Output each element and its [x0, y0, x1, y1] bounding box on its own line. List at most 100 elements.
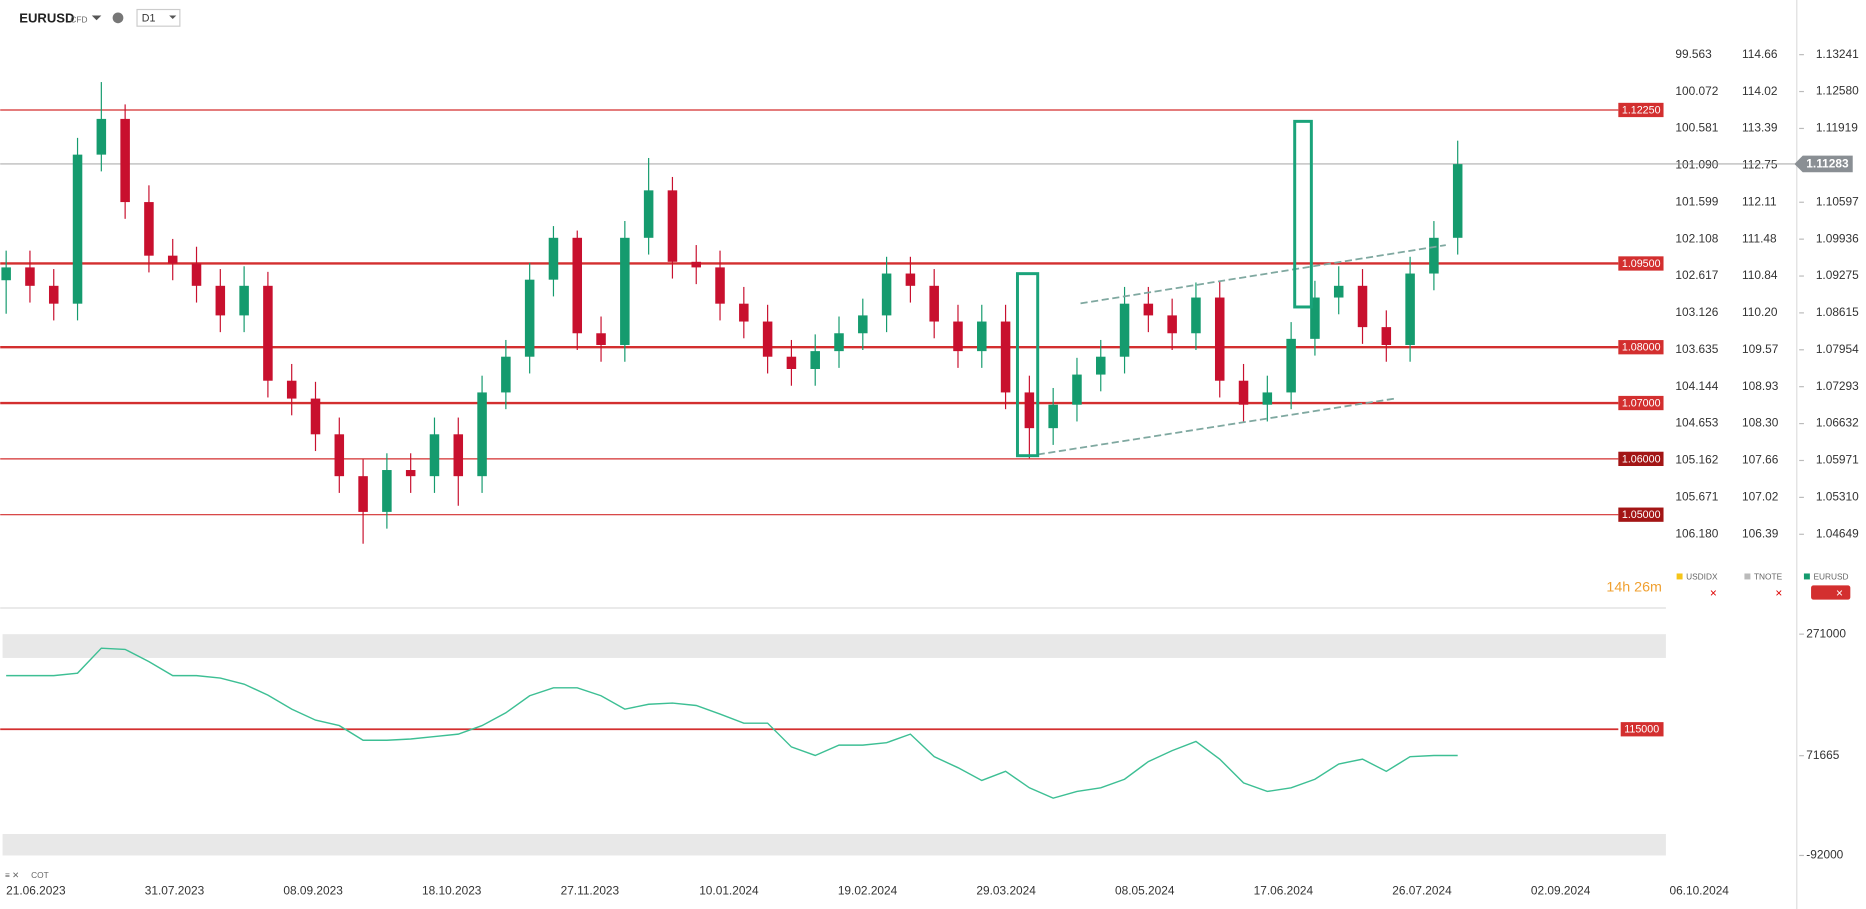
level-label: 1.06000: [1622, 453, 1661, 465]
candle-body: [786, 356, 797, 369]
level-tag: [1618, 507, 1664, 522]
usdidx-tick-label: 104.653: [1675, 416, 1718, 430]
range-box: [1015, 272, 1040, 458]
tnote-tick-label: 110.20: [1742, 305, 1778, 319]
x-tick-label: 17.06.2024: [1254, 883, 1314, 897]
usdidx-tick-label: 101.599: [1675, 194, 1718, 208]
level-label: 1.09500: [1622, 258, 1661, 270]
tnote-tick-label: 108.30: [1742, 416, 1779, 430]
y-tick-label: 1.11919: [1816, 121, 1858, 135]
candle-body: [1096, 356, 1106, 375]
interval-select[interactable]: [136, 8, 181, 27]
x-tick-label: 06.10.2024: [1669, 883, 1729, 897]
indicator-icons[interactable]: ≡ ✕: [5, 870, 19, 880]
range-box: [1293, 119, 1313, 309]
info-icon[interactable]: [112, 12, 124, 24]
usdidx-tick-label: 103.126: [1675, 305, 1718, 319]
candle-body: [739, 303, 749, 322]
legend-label[interactable]: EURUSD: [1813, 571, 1848, 581]
candle-body: [1000, 321, 1011, 393]
remove-series[interactable]: ×: [1710, 586, 1717, 600]
candle-body: [905, 273, 916, 286]
last-price-label: 1.11283: [1806, 157, 1849, 171]
candle-body: [215, 285, 226, 316]
x-tick-label: 31.07.2023: [145, 883, 205, 897]
candle-body: [977, 321, 987, 352]
y-tick-label: 1.09936: [1816, 231, 1859, 245]
level-tag: [1620, 722, 1664, 737]
x-tick-label: 29.03.2024: [976, 883, 1036, 897]
cot-lower-zone: [2, 834, 1666, 856]
candle-body: [429, 434, 440, 477]
candle-body: [762, 321, 773, 357]
trend-line: [1037, 397, 1395, 456]
x-tick-label: 02.09.2024: [1531, 883, 1591, 897]
usdidx-tick-label: 99.563: [1675, 47, 1712, 61]
legend-label[interactable]: USDIDX: [1686, 571, 1718, 581]
candle-body: [953, 321, 963, 352]
candle-body: [1405, 273, 1415, 345]
y-tick-label: 1.07954: [1816, 342, 1859, 356]
candle-body: [334, 434, 345, 477]
candle-body: [72, 154, 83, 304]
remove-series[interactable]: ×: [1775, 586, 1782, 600]
x-tick-label: 18.10.2023: [422, 883, 482, 897]
tnote-tick-label: 112.75: [1742, 158, 1778, 172]
y-tick-label: 1.12580: [1816, 84, 1859, 98]
usdidx-tick-label: 102.108: [1675, 231, 1718, 245]
level-tag: [1618, 102, 1664, 118]
candle-body: [1048, 404, 1058, 429]
legend-label[interactable]: TNOTE: [1754, 571, 1783, 581]
candle-body: [810, 351, 820, 369]
usdidx-tick-label: 105.671: [1675, 489, 1718, 503]
tnote-tick-label: 107.02: [1742, 489, 1778, 503]
level-tag: [1618, 256, 1664, 271]
last-price-tag: [1794, 155, 1853, 173]
candle-body: [1357, 285, 1368, 328]
tnote-tick-label: 112.11: [1742, 194, 1777, 208]
x-tick-label: 08.09.2023: [283, 883, 343, 897]
candle-body: [1143, 303, 1154, 316]
tnote-tick-label: 110.84: [1742, 268, 1778, 282]
candle-body: [1, 267, 11, 281]
remove-series[interactable]: ×: [1836, 586, 1843, 600]
candle-body: [715, 267, 725, 304]
level-label: 115000: [1624, 724, 1659, 736]
candle-body: [501, 356, 511, 393]
candle-body: [929, 285, 939, 322]
tnote-tick-label: 106.39: [1742, 526, 1779, 540]
candle-body: [239, 285, 249, 316]
candle-body: [1191, 297, 1201, 334]
candle-body: [358, 476, 368, 512]
candle-timer: 14h 26m: [1606, 580, 1662, 596]
y-tick-label: 71665: [1806, 748, 1839, 762]
x-tick-label: 08.05.2024: [1115, 883, 1175, 897]
level-label: 1.05000: [1622, 509, 1661, 521]
candle-body: [691, 261, 701, 268]
candle-body: [144, 202, 154, 256]
y-tick-label: 271000: [1806, 626, 1846, 640]
candle-body: [572, 237, 583, 334]
y-tick-label: 1.08615: [1816, 305, 1859, 319]
symbol-dropdown[interactable]: [91, 15, 102, 21]
interval[interactable]: D1: [142, 12, 156, 24]
cot-upper-zone: [2, 634, 1666, 658]
candle-body: [405, 470, 416, 477]
level-label: 1.08000: [1622, 342, 1661, 354]
tnote-tick-label: 113.39: [1742, 121, 1778, 135]
candle-body: [96, 118, 107, 155]
tnote-tick-label: 107.66: [1742, 453, 1779, 467]
candle-body: [548, 237, 559, 280]
usdidx-tick-label: 101.090: [1675, 158, 1718, 172]
usdidx-tick-label: 103.635: [1675, 342, 1718, 356]
usdidx-tick-label: 102.617: [1675, 268, 1718, 282]
cot-line: [6, 647, 1458, 799]
candle-body: [25, 267, 35, 286]
y-tick-label: 1.10597: [1816, 194, 1859, 208]
candle-body: [1024, 392, 1035, 429]
usdidx-tick-label: 104.144: [1675, 379, 1718, 393]
instrument-kind: CFD: [70, 14, 87, 24]
candle-body: [596, 333, 606, 345]
symbol[interactable]: EURUSD: [19, 10, 74, 25]
series-controls[interactable]: [1811, 585, 1851, 600]
